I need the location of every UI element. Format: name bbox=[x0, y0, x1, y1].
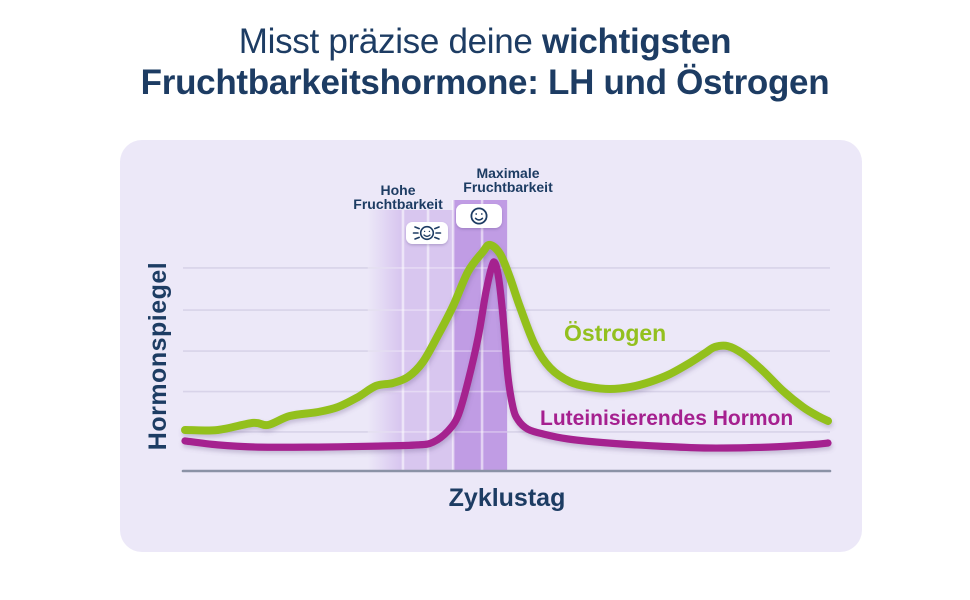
chart-panel: Hohe Fruchtbarkeit Maximale Fruchtbarkei… bbox=[120, 140, 862, 552]
title-line1: Misst präzise deine wichtigsten bbox=[0, 21, 970, 62]
high-fertility-label-line2: Fruchtbarkeit bbox=[353, 196, 443, 212]
lh-curve bbox=[181, 258, 832, 452]
estrogen-curve bbox=[181, 240, 832, 435]
hormone-chart: Hohe Fruchtbarkeit Maximale Fruchtbarkei… bbox=[144, 165, 832, 512]
sun-smiley-icon bbox=[412, 225, 442, 241]
high-fertility-badge bbox=[406, 222, 448, 244]
title-line1-light: Misst präzise deine bbox=[238, 22, 533, 61]
lh-series-label: Luteinisierendes Hormon bbox=[540, 407, 793, 430]
estrogen-series-label: Östrogen bbox=[564, 320, 666, 346]
y-axis-label: Hormonspiegel bbox=[144, 262, 172, 450]
high-fertility-label-line1: Hohe bbox=[381, 182, 416, 198]
max-fertility-badge bbox=[456, 204, 502, 228]
x-axis-label: Zyklustag bbox=[449, 484, 566, 512]
smiley-icon bbox=[470, 207, 488, 225]
page-title: Misst präzise deine wichtigsten Fruchtba… bbox=[0, 0, 970, 103]
max-fertility-label-line1: Maximale bbox=[476, 165, 539, 181]
max-fertility-label-line2: Fruchtbarkeit bbox=[463, 179, 553, 195]
badge-background bbox=[456, 204, 502, 228]
title-line1-bold: wichtigsten bbox=[542, 22, 732, 61]
badge-background bbox=[406, 222, 448, 244]
title-line2: Fruchtbarkeitshormone: LH und Östrogen bbox=[140, 63, 830, 102]
